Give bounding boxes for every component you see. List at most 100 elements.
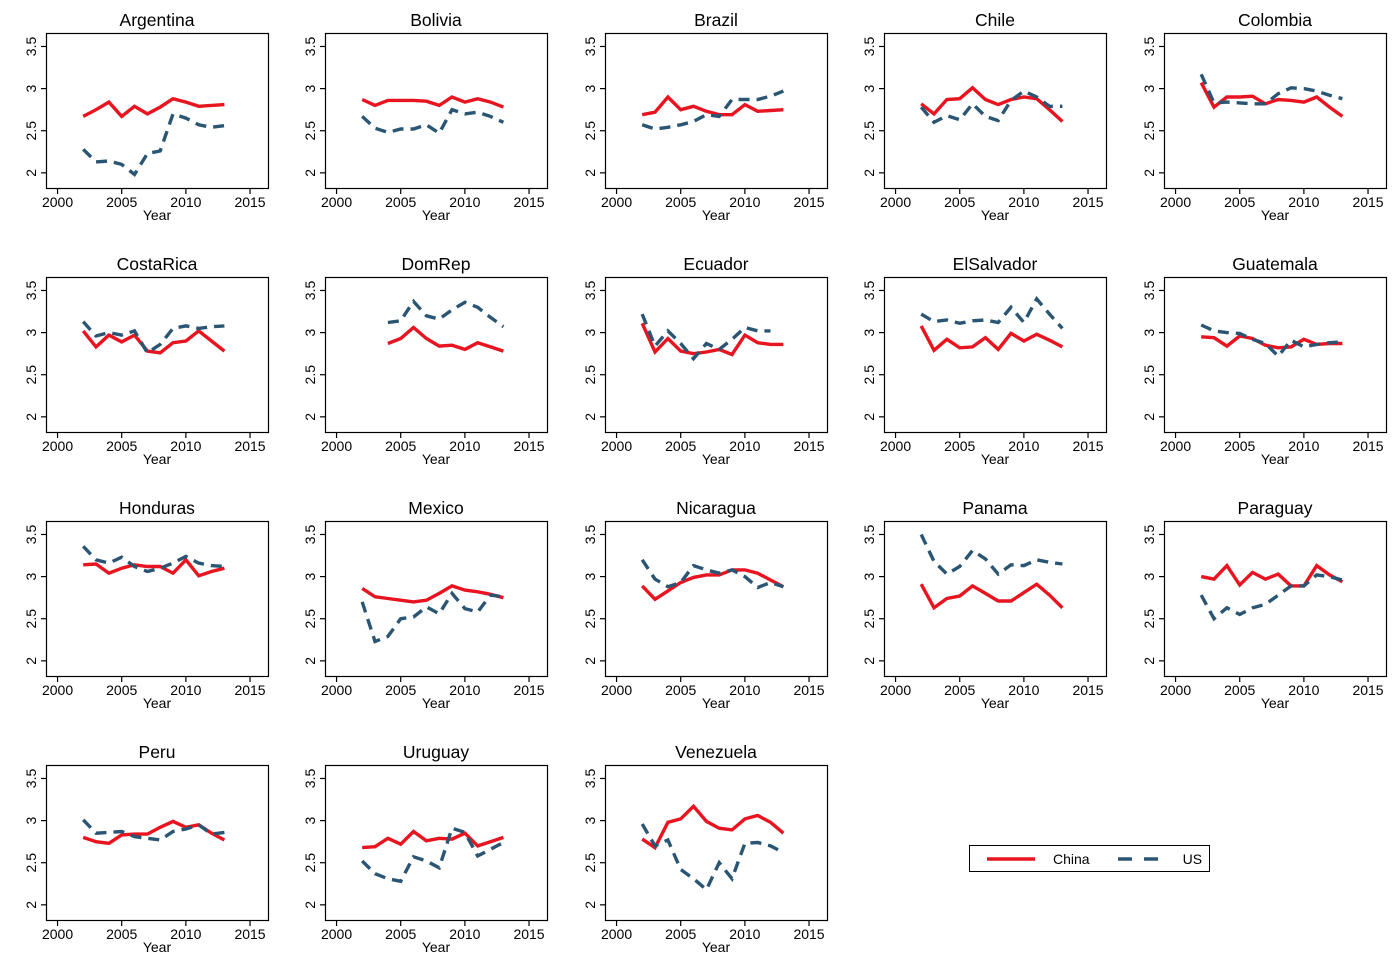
series-line-us: [920, 89, 1063, 125]
panel-paraguay: Paraguay 2 2.5 3 3.5 2000 2005 2010 2015 Year: [1118, 488, 1397, 732]
x-tick-label: 2015: [1073, 194, 1104, 210]
x-tick-label: 2005: [944, 438, 975, 454]
x-tick-label: 2000: [601, 926, 632, 942]
x-tick-label: 2015: [514, 438, 545, 454]
y-tick-label: 3.5: [582, 769, 598, 789]
plot-box: [604, 32, 828, 190]
y-tick-label: 2.5: [1141, 365, 1157, 385]
y-tick-label: 3: [302, 84, 318, 92]
y-tick-label: 3.5: [1141, 37, 1157, 57]
series-line-china: [1199, 81, 1343, 118]
y-tick-label: 2: [1141, 657, 1157, 665]
x-axis-label: Year: [1260, 695, 1289, 711]
plot-bolivia: Bolivia 2 2.5 3 3.5 2000 2005 2010 2015 Year: [302, 10, 549, 223]
panel-title: Mexico: [409, 498, 464, 518]
x-tick-label: 2010: [729, 682, 760, 698]
panel-ecuador: Ecuador 2 2.5 3 3.5 2000 2005 2010 2015 Year: [559, 244, 838, 488]
panel-title: Bolivia: [411, 10, 463, 30]
panel-title: CostaRica: [117, 254, 198, 274]
x-tick-label: 2000: [1160, 682, 1191, 698]
y-tick-label: 2.5: [302, 853, 318, 873]
y-tick-label: 2.5: [582, 121, 598, 141]
panel-title: Argentina: [120, 10, 195, 30]
series-line-us: [1200, 323, 1343, 359]
plot-box: [884, 276, 1108, 434]
x-tick-label: 2000: [601, 438, 632, 454]
y-tick-label: 2: [582, 657, 598, 665]
x-tick-label: 2010: [729, 194, 760, 210]
y-tick-label: 2: [582, 169, 598, 177]
x-tick-label: 2010: [170, 438, 201, 454]
panel-panama: Panama 2 2.5 3 3.5 2000 2005 2010 2015 Year: [838, 488, 1117, 732]
series-line-us: [361, 107, 505, 136]
x-axis-label: Year: [422, 939, 451, 955]
panel-title: Chile: [975, 10, 1015, 30]
y-tick-label: 2: [23, 413, 39, 421]
x-tick-label: 2015: [1073, 438, 1104, 454]
x-axis-label: Year: [702, 939, 731, 955]
x-tick-label: 2015: [1352, 682, 1383, 698]
plot-box: [604, 764, 828, 922]
x-tick-label: 2000: [880, 194, 911, 210]
y-tick-label: 3: [302, 328, 318, 336]
x-tick-label: 2000: [880, 682, 911, 698]
plot-uruguay: Uruguay 2 2.5 3 3.5 2000 2005 2010 2015 Year: [302, 742, 549, 955]
series-line-us: [388, 298, 505, 329]
x-tick-label: 2000: [42, 682, 73, 698]
x-tick-label: 2000: [321, 438, 352, 454]
x-tick-label: 2000: [321, 682, 352, 698]
x-tick-label: 2005: [665, 682, 696, 698]
x-axis-label: Year: [143, 207, 172, 223]
y-tick-label: 2.5: [582, 853, 598, 873]
series-line-china: [641, 803, 785, 851]
y-tick-label: 2: [23, 169, 39, 177]
panel-colombia: Colombia 2 2.5 3 3.5 2000 2005 2010 2015 Year: [1118, 0, 1397, 244]
y-tick-label: 3.5: [302, 37, 318, 57]
x-tick-label: 2000: [601, 194, 632, 210]
x-tick-label: 2005: [106, 438, 137, 454]
y-tick-label: 3.5: [1141, 525, 1157, 545]
y-tick-label: 2.5: [861, 365, 877, 385]
x-tick-label: 2015: [234, 438, 265, 454]
series-line-us: [1199, 73, 1343, 106]
plot-argentina: Argentina 2 2.5 3 3.5 2000 2005 2010 2015 Year: [23, 10, 270, 223]
panel-guatemala: Guatemala 2 2.5 3 3.5 2000 2005 2010 2015 Year: [1118, 244, 1397, 488]
panel-title: Ecuador: [683, 254, 748, 274]
y-tick-label: 2: [861, 169, 877, 177]
y-tick-label: 2.5: [861, 609, 877, 629]
x-tick-label: 2000: [42, 926, 73, 942]
x-tick-label: 2005: [665, 926, 696, 942]
legend-entry-us: US: [1117, 851, 1202, 867]
y-tick-label: 3.5: [302, 525, 318, 545]
plot-box: [45, 764, 270, 922]
panel-domrep: DomRep 2 2.5 3 3.5 2000 2005 2010 2015 Year: [279, 244, 558, 488]
legend-label-us: US: [1182, 850, 1203, 867]
plot-venezuela: Venezuela 2 2.5 3 3.5 2000 2005 2010 2015 Year: [582, 742, 828, 955]
series-line-us: [81, 320, 225, 356]
x-tick-label: 2000: [1160, 194, 1191, 210]
y-tick-label: 2.5: [23, 609, 39, 629]
panel-mexico: Mexico 2 2.5 3 3.5 2000 2005 2010 2015 Year: [279, 488, 558, 732]
plot-panama: Panama 2 2.5 3 3.5 2000 2005 2010 2015 Year: [861, 498, 1108, 711]
x-tick-label: 2010: [170, 682, 201, 698]
x-tick-label: 2005: [1224, 438, 1255, 454]
series-line-us: [1199, 573, 1343, 622]
x-tick-label: 2015: [793, 926, 824, 942]
plot-nicaragua: Nicaragua 2 2.5 3 3.5 2000 2005 2010 2015 Year: [582, 498, 828, 711]
legend: China US: [969, 845, 1210, 872]
series-line-china: [362, 829, 505, 850]
plot-chile: Chile 2 2.5 3 3.5 2000 2005 2010 2015 Year: [861, 10, 1108, 223]
y-tick-label: 3.5: [861, 281, 877, 301]
y-tick-label: 3.5: [302, 769, 318, 789]
x-tick-label: 2005: [944, 682, 975, 698]
series-line-us: [81, 545, 225, 574]
panel-elsalvador: ElSalvador 2 2.5 3 3.5 2000 2005 2010 2015 Year: [838, 244, 1117, 488]
series-line-china: [83, 557, 225, 578]
y-tick-label: 3: [582, 572, 598, 580]
y-tick-label: 3.5: [582, 525, 598, 545]
legend-entry-china: China: [986, 851, 1090, 867]
x-tick-label: 2005: [944, 194, 975, 210]
x-tick-label: 2010: [1008, 194, 1039, 210]
x-axis-label: Year: [143, 939, 172, 955]
plot-box: [325, 276, 549, 434]
